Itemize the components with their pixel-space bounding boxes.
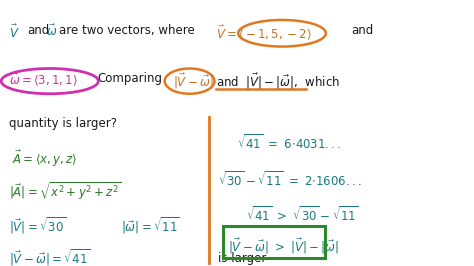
Text: and: and [351,24,373,37]
Text: $|\vec{V}-\vec{\omega}|\ >\ |\vec{V}|-|\vec{\omega}|$: $|\vec{V}-\vec{\omega}|\ >\ |\vec{V}|-|\… [228,237,338,256]
Text: $|\vec{V}-\vec{\omega}|$: $|\vec{V}-\vec{\omega}|$ [173,72,214,91]
Text: $\sqrt{41}\ >\ \sqrt{30}-\sqrt{11}$: $\sqrt{41}\ >\ \sqrt{30}-\sqrt{11}$ [246,205,359,224]
Text: $\vec{\omega}=\langle 3,1,1\rangle$: $\vec{\omega}=\langle 3,1,1\rangle$ [9,72,77,88]
Text: is larger: is larger [218,252,266,265]
Text: $\vec{\omega}$: $\vec{\omega}$ [46,24,57,39]
Text: are two vectors, where: are two vectors, where [59,24,195,37]
Text: quantity is larger?: quantity is larger? [9,117,117,130]
Text: $|\vec{A}|=\sqrt{x^2+y^2+z^2}$: $|\vec{A}|=\sqrt{x^2+y^2+z^2}$ [9,181,121,203]
Text: Comparing: Comparing [97,72,162,85]
Text: $|\vec{V}|=\sqrt{30}$: $|\vec{V}|=\sqrt{30}$ [9,215,66,236]
Text: and  $|\vec{V}|-|\vec{\omega}|$,  which: and $|\vec{V}|-|\vec{\omega}|$, which [216,72,340,91]
Text: $|\vec{V}-\vec{\omega}|=\sqrt{41}$: $|\vec{V}-\vec{\omega}|=\sqrt{41}$ [9,247,90,266]
Text: $\vec{A}=\langle x,y,z\rangle$: $\vec{A}=\langle x,y,z\rangle$ [12,149,77,169]
Text: $\vec{V}$: $\vec{V}$ [9,24,19,41]
Text: $|\vec{\omega}|=\sqrt{11}$: $|\vec{\omega}|=\sqrt{11}$ [121,215,180,236]
Text: $\sqrt{30}-\sqrt{11}\ =\ 2{\cdot}1606...$: $\sqrt{30}-\sqrt{11}\ =\ 2{\cdot}1606...… [218,170,362,189]
Text: and: and [27,24,50,37]
Text: $\vec{V}=\langle -1, 5, -2\rangle$: $\vec{V}=\langle -1, 5, -2\rangle$ [216,24,311,42]
Text: $\sqrt{41}\ =\ 6{\cdot}4031...$: $\sqrt{41}\ =\ 6{\cdot}4031...$ [237,133,341,152]
